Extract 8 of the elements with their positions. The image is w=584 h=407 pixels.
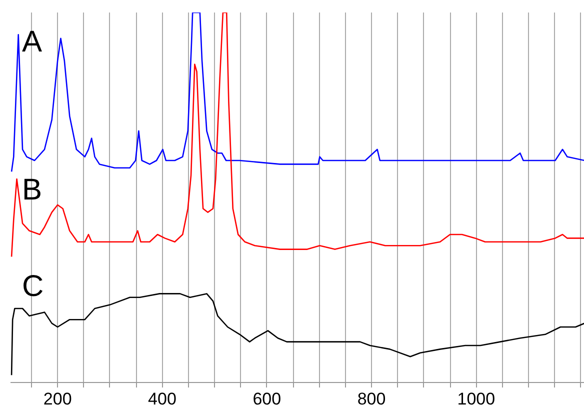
x-tick-label: 1000 xyxy=(457,390,496,407)
series-label: B xyxy=(22,174,42,207)
x-tick-label: 400 xyxy=(148,390,176,407)
x-tick-label: 800 xyxy=(357,390,386,407)
series-label: C xyxy=(22,270,44,303)
series-label: A xyxy=(22,26,42,59)
x-tick-label: 600 xyxy=(252,390,282,407)
x-tick-label: 200 xyxy=(43,390,72,407)
